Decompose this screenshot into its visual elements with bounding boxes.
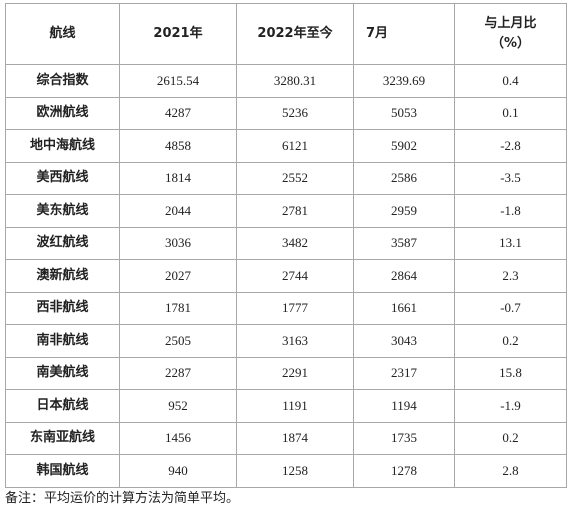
value-mom: 2.8 xyxy=(454,454,567,488)
route-name: 美东航线 xyxy=(5,194,120,228)
value-2022-ytd: 2291 xyxy=(236,356,354,390)
value-2022-ytd: 1191 xyxy=(236,389,354,423)
table-row: 综合指数 2615.54 3280.31 3239.69 0.4 xyxy=(5,64,567,98)
value-july: 1194 xyxy=(353,389,455,423)
table-row: 日本航线 952 1191 1194 -1.9 xyxy=(5,389,567,423)
value-2022-ytd: 6121 xyxy=(236,129,354,163)
value-july: 3239.69 xyxy=(353,64,455,98)
value-2022-ytd: 2552 xyxy=(236,161,354,195)
table-row: 欧洲航线 4287 5236 5053 0.1 xyxy=(5,96,567,130)
table-row: 东南亚航线 1456 1874 1735 0.2 xyxy=(5,421,567,455)
value-mom: -0.7 xyxy=(454,291,567,325)
route-name: 综合指数 xyxy=(5,64,120,98)
value-mom: 0.2 xyxy=(454,324,567,358)
route-name: 西非航线 xyxy=(5,291,120,325)
route-name: 地中海航线 xyxy=(5,129,120,163)
table-row: 南非航线 2505 3163 3043 0.2 xyxy=(5,324,567,358)
value-2021: 4287 xyxy=(119,96,237,130)
value-mom: 0.1 xyxy=(454,96,567,130)
value-2022-ytd: 1258 xyxy=(236,454,354,488)
table-row: 波红航线 3036 3482 3587 13.1 xyxy=(5,226,567,260)
table-row: 澳新航线 2027 2744 2864 2.3 xyxy=(5,259,567,293)
value-2021: 2044 xyxy=(119,194,237,228)
route-name: 韩国航线 xyxy=(5,454,120,488)
table-row: 西非航线 1781 1777 1661 -0.7 xyxy=(5,291,567,325)
value-mom: 0.4 xyxy=(454,64,567,98)
value-2021: 1814 xyxy=(119,161,237,195)
value-mom: -1.9 xyxy=(454,389,567,423)
value-july: 3043 xyxy=(353,324,455,358)
value-july: 5902 xyxy=(353,129,455,163)
table-row: 韩国航线 940 1258 1278 2.8 xyxy=(5,454,567,488)
value-july: 1735 xyxy=(353,421,455,455)
value-mom: -2.8 xyxy=(454,129,567,163)
value-2022-ytd: 3482 xyxy=(236,226,354,260)
value-2021: 4858 xyxy=(119,129,237,163)
header-mom-line2: （%） xyxy=(490,36,531,51)
table-body: 综合指数 2615.54 3280.31 3239.69 0.4 欧洲航线 4287 5236… xyxy=(5,64,567,488)
header-2022-ytd: 2022年至今 xyxy=(236,3,354,65)
value-mom: 2.3 xyxy=(454,259,567,293)
value-2022-ytd: 1777 xyxy=(236,291,354,325)
freight-rate-table: 航线 2021年 2022年至今 7月 与上月比 （%） 综合指数 2615.54… xyxy=(5,3,567,488)
header-2021: 2021年 xyxy=(119,3,237,65)
table-row: 南美航线 2287 2291 2317 15.8 xyxy=(5,356,567,390)
value-2021: 2615.54 xyxy=(119,64,237,98)
value-july: 2317 xyxy=(353,356,455,390)
table-row: 地中海航线 4858 6121 5902 -2.8 xyxy=(5,129,567,163)
value-july: 3587 xyxy=(353,226,455,260)
table-header-row: 航线 2021年 2022年至今 7月 与上月比 （%） xyxy=(5,3,567,65)
header-july: 7月 xyxy=(353,3,455,65)
value-2021: 1781 xyxy=(119,291,237,325)
value-july: 1278 xyxy=(353,454,455,488)
value-mom: -3.5 xyxy=(454,161,567,195)
value-2021: 940 xyxy=(119,454,237,488)
route-name: 南非航线 xyxy=(5,324,120,358)
value-july: 5053 xyxy=(353,96,455,130)
value-mom: -1.8 xyxy=(454,194,567,228)
value-2022-ytd: 2781 xyxy=(236,194,354,228)
route-name: 南美航线 xyxy=(5,356,120,390)
route-name: 东南亚航线 xyxy=(5,421,120,455)
value-2021: 2287 xyxy=(119,356,237,390)
route-name: 欧洲航线 xyxy=(5,96,120,130)
value-2022-ytd: 3280.31 xyxy=(236,64,354,98)
value-2021: 3036 xyxy=(119,226,237,260)
route-name: 澳新航线 xyxy=(5,259,120,293)
header-mom-line1: 与上月比 xyxy=(484,16,537,31)
value-july: 1661 xyxy=(353,291,455,325)
value-mom: 15.8 xyxy=(454,356,567,390)
value-july: 2864 xyxy=(353,259,455,293)
value-2021: 2505 xyxy=(119,324,237,358)
table-row: 美东航线 2044 2781 2959 -1.8 xyxy=(5,194,567,228)
value-2021: 2027 xyxy=(119,259,237,293)
route-name: 波红航线 xyxy=(5,226,120,260)
value-mom: 0.2 xyxy=(454,421,567,455)
value-2021: 952 xyxy=(119,389,237,423)
value-july: 2586 xyxy=(353,161,455,195)
value-2022-ytd: 1874 xyxy=(236,421,354,455)
footnote: 备注：平均运价的计算方法为简单平均。 xyxy=(5,491,240,506)
value-2022-ytd: 2744 xyxy=(236,259,354,293)
value-2022-ytd: 5236 xyxy=(236,96,354,130)
header-route: 航线 xyxy=(5,3,120,65)
value-july: 2959 xyxy=(353,194,455,228)
value-2021: 1456 xyxy=(119,421,237,455)
value-mom: 13.1 xyxy=(454,226,567,260)
table-row: 美西航线 1814 2552 2586 -3.5 xyxy=(5,161,567,195)
header-mom: 与上月比 （%） xyxy=(454,3,567,65)
route-name: 美西航线 xyxy=(5,161,120,195)
route-name: 日本航线 xyxy=(5,389,120,423)
value-2022-ytd: 3163 xyxy=(236,324,354,358)
